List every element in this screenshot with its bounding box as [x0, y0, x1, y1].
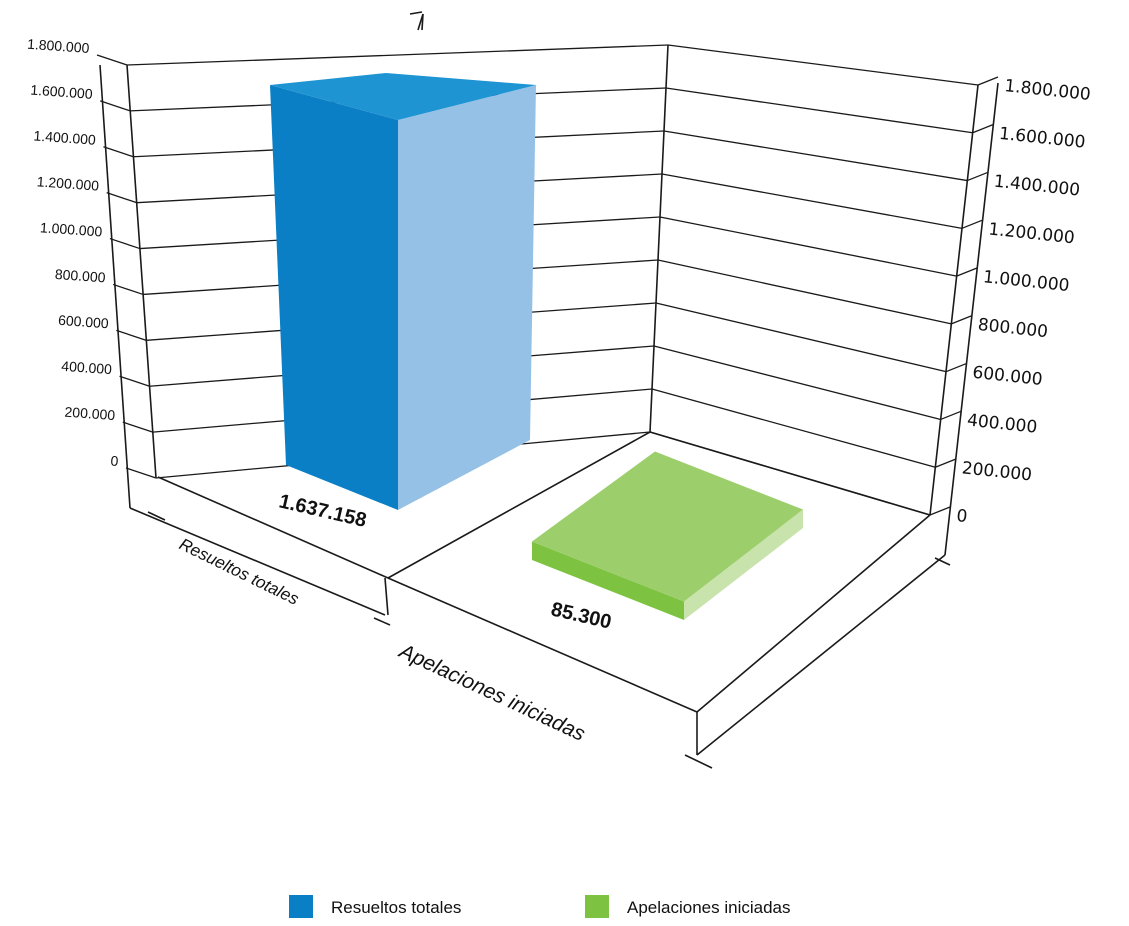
left-tick-mark — [119, 375, 150, 387]
right-tick-mark — [929, 506, 951, 516]
back-left-edge — [126, 64, 157, 479]
bar-resueltos-front — [270, 85, 398, 510]
floor-tick-b — [373, 617, 391, 626]
right-tick-label: 1.800.000 — [1003, 76, 1091, 105]
left-tick-label: 1.800.000 — [27, 36, 90, 56]
back-wall-mid — [649, 44, 669, 433]
floor-tick-c — [684, 754, 713, 769]
gridline-right-wall — [651, 388, 936, 468]
bar-resueltos-top — [270, 73, 536, 120]
right-tick-mark — [961, 219, 983, 229]
legend-label: Apelaciones iniciadas — [627, 898, 791, 917]
gridline-right-wall — [663, 130, 968, 182]
left-tick-label: 800.000 — [54, 266, 106, 286]
category-label: Apelaciones iniciadas — [394, 639, 589, 746]
gridline-right-wall — [667, 44, 979, 86]
floor-tick-d — [934, 557, 951, 566]
left-tick-label: 200.000 — [64, 404, 116, 424]
floor-front-edge — [387, 577, 698, 713]
left-tick-mark — [96, 54, 128, 66]
gridline-right-wall — [661, 173, 963, 229]
right-tick-label: 600.000 — [971, 363, 1043, 390]
left-tick-mark — [106, 192, 137, 204]
right-tick-mark — [951, 315, 972, 325]
left-tick-mark — [109, 237, 141, 250]
floor-outer-right — [696, 554, 946, 756]
floor-tick-a — [147, 511, 166, 521]
right-tick-mark — [967, 171, 988, 182]
right-tick-mark — [956, 267, 977, 277]
gridline-right-wall — [655, 302, 947, 373]
right-tick-label: 1.400.000 — [993, 172, 1081, 201]
legend-swatch — [289, 895, 313, 918]
gridline-right-wall — [653, 345, 941, 421]
right-tick-mark — [977, 76, 999, 86]
left-tick-mark — [112, 283, 144, 296]
right-wall-edge — [929, 84, 979, 516]
gridline-right-wall — [665, 87, 973, 134]
back-left-edge-outer — [99, 64, 131, 509]
back-wall-left — [417, 13, 424, 31]
grid-layer — [126, 44, 979, 516]
right-tick-mark — [935, 458, 956, 468]
legend: Resueltos totales Apelaciones iniciadas — [289, 895, 791, 918]
right-tick-label: 800.000 — [977, 315, 1049, 342]
bars-layer — [270, 73, 803, 620]
left-tick-label: 400.000 — [61, 358, 113, 378]
legend-label: Resueltos totales — [331, 898, 461, 917]
left-tick-mark — [125, 467, 157, 479]
left-tick-mark — [116, 329, 147, 341]
bar-apelaciones-front — [532, 541, 684, 620]
data-label: 85.300 — [549, 598, 614, 633]
gridline-right-wall — [657, 259, 952, 325]
y-axis-left: 0 200.000 400.000 600.000 800.000 1.000.000 1.… — [27, 36, 157, 479]
floor-divider — [384, 577, 389, 616]
floor-front-left — [157, 476, 389, 579]
bar-apelaciones-top — [532, 451, 803, 602]
bar-apelaciones-side — [684, 509, 803, 620]
chart-frame — [99, 11, 999, 769]
floor-right-edge — [696, 514, 931, 713]
data-label: 1.637.158 — [277, 490, 369, 531]
gridline-left-wall — [126, 44, 669, 66]
gridline-right-wall — [659, 216, 957, 277]
bar-resueltos-side — [398, 85, 536, 510]
right-tick-mark — [972, 124, 993, 134]
left-tick-label: 0 — [110, 452, 119, 469]
left-tick-label: 1.400.000 — [33, 127, 96, 147]
right-tick-label: 1.600.000 — [998, 124, 1086, 153]
floor-front-right — [387, 431, 651, 579]
right-wall-edge-outer — [944, 82, 999, 556]
right-tick-label: 0 — [955, 506, 968, 527]
right-tick-mark — [945, 363, 967, 373]
left-tick-label: 1.000.000 — [40, 219, 103, 239]
left-tick-label: 600.000 — [58, 312, 110, 332]
left-tick-mark — [103, 146, 134, 158]
right-tick-label: 400.000 — [966, 411, 1038, 438]
left-tick-mark — [100, 100, 131, 112]
left-tick-label: 1.200.000 — [36, 173, 99, 193]
right-tick-mark — [940, 410, 961, 421]
right-tick-label: 1.200.000 — [987, 219, 1075, 248]
right-tick-label: 1.000.000 — [982, 267, 1070, 296]
left-tick-label: 1.600.000 — [30, 82, 93, 102]
back-corner-edge — [409, 11, 423, 15]
left-tick-mark — [122, 421, 153, 433]
right-tick-label: 200.000 — [961, 458, 1033, 485]
floor-left-edge — [129, 507, 386, 616]
floor-back-right — [649, 431, 931, 516]
legend-swatch — [585, 895, 609, 918]
